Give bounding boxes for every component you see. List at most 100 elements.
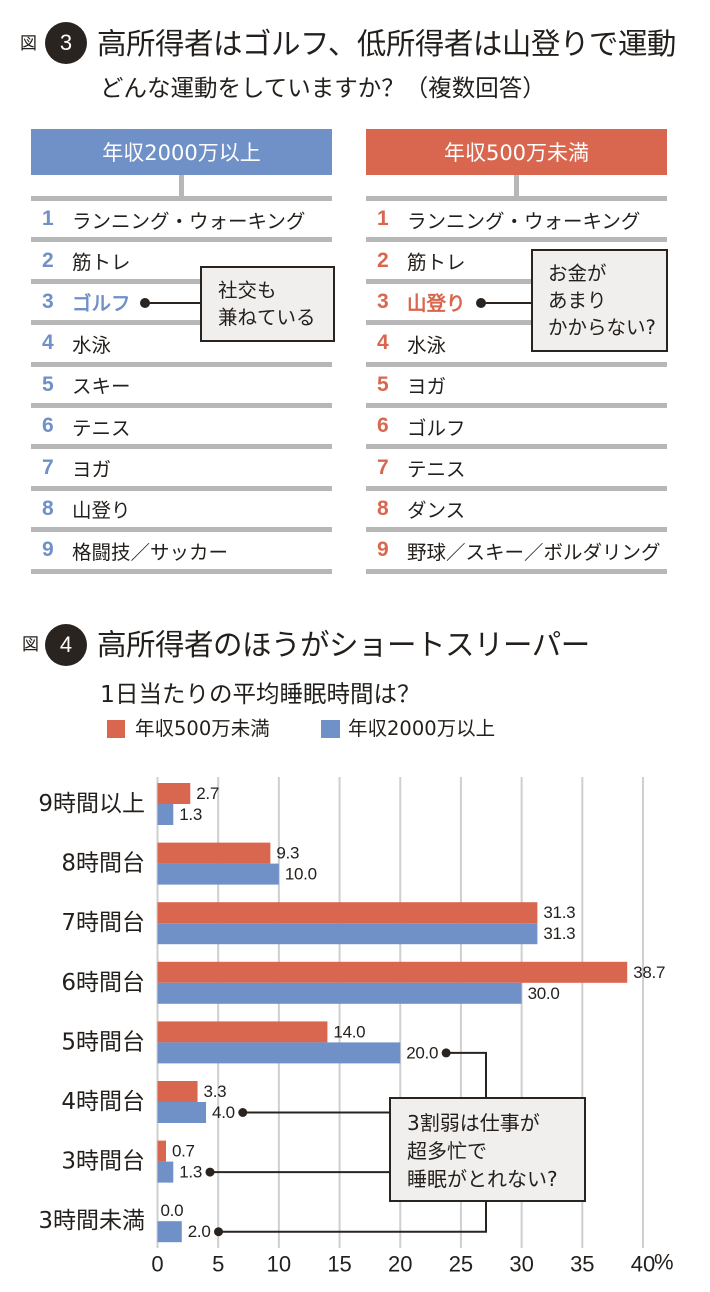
activity-label: ランニング・ウォーキング	[72, 209, 306, 233]
bar-high-income	[157, 1042, 401, 1064]
activity-label: 水泳	[407, 333, 447, 357]
rank-number: 6	[377, 414, 389, 438]
bar-high-income	[157, 923, 538, 945]
activity-label: ゴルフ	[72, 292, 131, 316]
ranking-item: 3 山登り	[366, 284, 667, 320]
bar-high-income	[157, 863, 279, 885]
value-label: 10.0	[285, 865, 317, 884]
ranking-item: 1 ランニング・ウォーキング	[366, 201, 667, 237]
rank-number: 9	[42, 538, 54, 562]
callout-line: 兼ねている	[218, 306, 316, 329]
x-unit-label: %	[654, 1250, 674, 1275]
rank-number: 4	[377, 331, 389, 355]
rank-number: 7	[42, 455, 54, 479]
value-label: 9.3	[276, 844, 299, 863]
pointer-line	[481, 302, 532, 304]
category-label: 5時間台	[61, 1029, 145, 1055]
activity-label: ダンス	[407, 499, 466, 523]
ranking-item: 9 格闘技／サッカー	[31, 532, 332, 568]
row-divider	[31, 527, 332, 533]
row-divider	[366, 196, 667, 201]
ranking-item: 4 水泳	[31, 325, 332, 361]
row-divider	[31, 361, 332, 367]
rank-number: 8	[377, 496, 389, 520]
x-tick-label: 0	[151, 1252, 163, 1277]
row-divider	[366, 361, 667, 367]
activity-label: テニス	[407, 458, 466, 482]
high-income-callout: 社交も 兼ねている	[200, 266, 335, 342]
x-tick-label: 5	[212, 1252, 224, 1277]
callout-line: あまり	[548, 289, 607, 312]
row-divider	[366, 278, 667, 284]
high-income-ranking: 年収2000万以上 1 ランニング・ウォーキング 2 筋トレ 3 ゴルフ 4 水泳 5 スキー 6 テ…	[31, 129, 332, 574]
x-tick-label: 30	[509, 1252, 533, 1277]
x-tick-label: 35	[570, 1252, 594, 1277]
row-divider	[366, 402, 667, 408]
activity-label: 山登り	[407, 292, 466, 316]
category-label: 3時間台	[61, 1149, 145, 1175]
value-label: 1.3	[179, 805, 202, 824]
ranking-item: 4 水泳	[366, 325, 667, 361]
value-label: 4.0	[212, 1103, 235, 1122]
value-label: 0.7	[172, 1142, 195, 1161]
callout-line: かからない?	[548, 316, 656, 339]
figure-number-badge: 3	[45, 22, 87, 64]
bar-low-income	[157, 961, 628, 983]
legend-label-high-income: 年収2000万以上	[348, 717, 496, 740]
bar-low-income	[157, 1081, 198, 1102]
chart-subtitle: 1日当たりの平均睡眠時間は？	[100, 680, 421, 708]
activity-label: 水泳	[72, 333, 112, 357]
value-label: 1.3	[179, 1163, 202, 1182]
annotation-line	[218, 1201, 487, 1233]
value-label: 30.0	[528, 984, 560, 1003]
row-divider	[366, 237, 667, 243]
ranking-item: 9 野球／スキー／ボルダリング	[366, 532, 667, 568]
annotation-text: 3割弱は仕事が	[407, 1111, 540, 1135]
annotation-dot	[441, 1048, 451, 1058]
rank-number: 4	[42, 331, 54, 355]
row-divider	[31, 196, 332, 201]
ranking-item: 2 筋トレ	[31, 242, 332, 278]
value-label: 20.0	[406, 1043, 438, 1062]
value-label: 2.7	[196, 784, 219, 803]
legend-swatch-low-income	[107, 720, 125, 738]
activity-label: テニス	[72, 416, 131, 440]
activity-label: ヨガ	[72, 458, 112, 482]
rank-number: 8	[42, 496, 54, 520]
row-divider	[31, 237, 332, 243]
annotation-text: 超多忙で	[407, 1139, 487, 1163]
category-label: 6時間台	[61, 970, 145, 996]
ranking-item: 3 ゴルフ	[31, 284, 332, 320]
rank-number: 3	[377, 289, 389, 313]
bar-low-income	[157, 1140, 166, 1162]
value-label: 31.3	[543, 924, 575, 943]
high-income-list: 1 ランニング・ウォーキング 2 筋トレ 3 ゴルフ 4 水泳 5 スキー 6 テニス 7 ヨガ 8 山登り 9…	[31, 196, 332, 574]
row-divider	[31, 402, 332, 408]
annotation-line	[446, 1051, 487, 1098]
ranking-item: 6 ゴルフ	[366, 408, 667, 444]
rank-number: 7	[377, 455, 389, 479]
value-label: 14.0	[333, 1022, 365, 1041]
activity-label: スキー	[72, 375, 131, 399]
bar-low-income	[157, 1021, 328, 1043]
pointer-line	[145, 302, 201, 304]
annotation-dot	[214, 1227, 224, 1237]
value-label: 2.0	[188, 1222, 211, 1241]
value-label: 38.7	[633, 963, 665, 982]
row-divider	[31, 320, 332, 326]
row-divider	[366, 568, 667, 574]
row-divider	[366, 527, 667, 533]
bar-high-income	[157, 1161, 174, 1183]
x-tick-label: 25	[449, 1252, 473, 1277]
low-income-ranking: 年収500万未満 1 ランニング・ウォーキング 2 筋トレ 3 山登り 4 水泳 5 ヨガ 6 ゴルフ…	[366, 129, 667, 574]
bar-low-income	[157, 902, 538, 924]
ranking-item: 5 ヨガ	[366, 367, 667, 403]
callout-line: 社交も	[218, 279, 277, 302]
callout-line: お金が	[548, 262, 607, 285]
row-divider	[31, 278, 332, 284]
rank-number: 1	[42, 207, 54, 231]
ranking-item: 8 山登り	[31, 491, 332, 527]
bar-low-income	[157, 783, 191, 804]
figure3-title: 高所得者はゴルフ、低所得者は山登りで運動	[97, 27, 676, 61]
